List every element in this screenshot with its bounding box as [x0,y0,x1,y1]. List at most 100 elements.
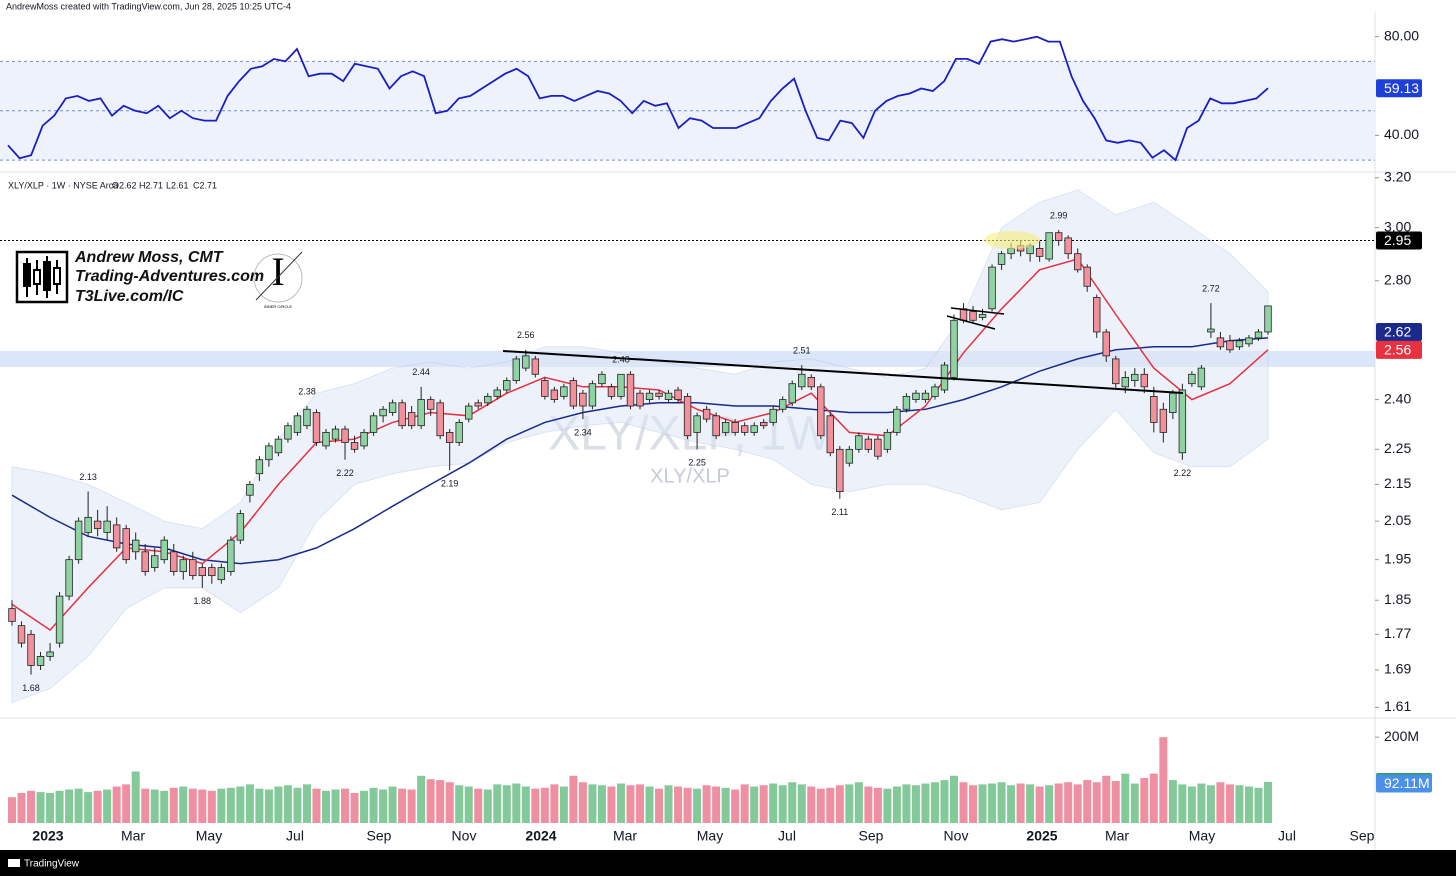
price-badge-label: 2.56 [1384,342,1411,358]
candle-body [1264,305,1272,333]
legend-title: XLY/XLP · 1W · NYSE Arca [8,180,118,190]
volume-bar [569,775,578,823]
swing-low-label: 1.88 [194,596,212,606]
candle-body [1197,367,1206,388]
legend-ohlc: L2.61 [166,180,189,190]
candle-body [208,567,216,577]
volume-bar [55,790,64,823]
volume-bar [36,792,45,823]
brand-name: Andrew Moss, CMT [74,249,224,266]
candle-body [788,383,796,404]
y-tick-label: 1.61 [1384,698,1411,714]
candle-body [1226,340,1234,351]
volume-bar [1187,786,1196,823]
volume-bar [826,787,835,823]
volume-bar [883,788,892,823]
volume-bar [1178,784,1187,823]
candle-body [750,425,758,433]
candle-body [55,595,64,644]
y-tick-label: 1.85 [1384,591,1411,607]
volume-bar [436,780,445,823]
candle-body [636,392,644,407]
volume-bar [1111,780,1120,823]
footer-brand: TradingView [24,859,80,870]
logo-candles [23,256,61,298]
candle-body [931,386,939,397]
candle-body [950,319,958,378]
y-tick-label: 200M [1384,728,1419,744]
moving-average [11,258,1269,631]
volume-bar [892,786,901,823]
volume-bar [350,792,359,823]
y-tick-label: 2.25 [1384,440,1411,456]
price-badge [1376,774,1432,793]
volume-bar [559,786,568,823]
candle-body [912,392,920,400]
candle-body [560,386,568,397]
candle-body [531,358,540,375]
candle-body [541,380,549,397]
candle-body [1150,395,1158,423]
candle-body [1235,340,1244,348]
candle-body [284,425,292,440]
volume-bar [769,783,778,823]
candle-body [1073,253,1082,271]
volume-bar [588,784,597,823]
volume-bar [626,785,635,823]
brand-site: Trading-Adventures.com [75,268,264,285]
candle-body [303,408,311,427]
volume-bar [1225,784,1234,823]
volume-bar [255,788,264,823]
volume-bar [1130,783,1139,823]
volume-bar [693,788,702,823]
candle-body [217,567,226,581]
volume-bar [331,789,340,823]
candle-body [236,513,245,541]
swing-high-label: 2.13 [79,472,97,482]
candle-body [655,392,663,397]
candle-body [379,408,387,417]
swing-high-label: 2.48 [612,355,630,365]
volume-bar [360,790,369,823]
volume-bar [911,785,920,823]
candle-body [322,431,330,447]
y-tick-label: 3.00 [1384,218,1411,234]
candle-body [1169,392,1177,413]
logo-ring [253,253,303,303]
volume-bar [835,785,844,823]
volume-bar [959,782,968,823]
swing-low-label: 1.68 [22,683,40,693]
y-tick-label: 80.00 [1384,27,1419,43]
candle-body [902,395,911,410]
volume-bar [636,784,644,823]
volume-bar [207,790,216,823]
volume-bar [198,789,207,823]
candle-body [84,516,92,533]
candle-body [93,520,102,530]
volume-bar [1026,784,1035,823]
candle-body [740,425,749,433]
candle-body [74,520,83,561]
candle-body [959,308,968,321]
candle-body [617,373,625,397]
candle-body [683,395,692,437]
x-tick-label: May [697,828,723,844]
volume-bar [578,782,587,823]
volume-bar [445,782,454,823]
candle-body [131,539,140,553]
price-badge [1376,322,1422,341]
watermark-sub: XLY/XLP [650,465,730,487]
volume-bar [978,784,987,823]
volume-bar [1045,785,1054,823]
price-badge [1376,231,1422,250]
volume-bar [1168,780,1177,823]
candle-body [369,415,378,433]
candle-body [997,253,1006,265]
volume-bar [902,784,911,823]
candle-body [1188,373,1196,385]
candle-body [1035,247,1044,257]
candle-body [693,415,701,433]
swing-low-label: 2.25 [688,458,706,468]
price-badge-label: 2.95 [1384,232,1411,248]
